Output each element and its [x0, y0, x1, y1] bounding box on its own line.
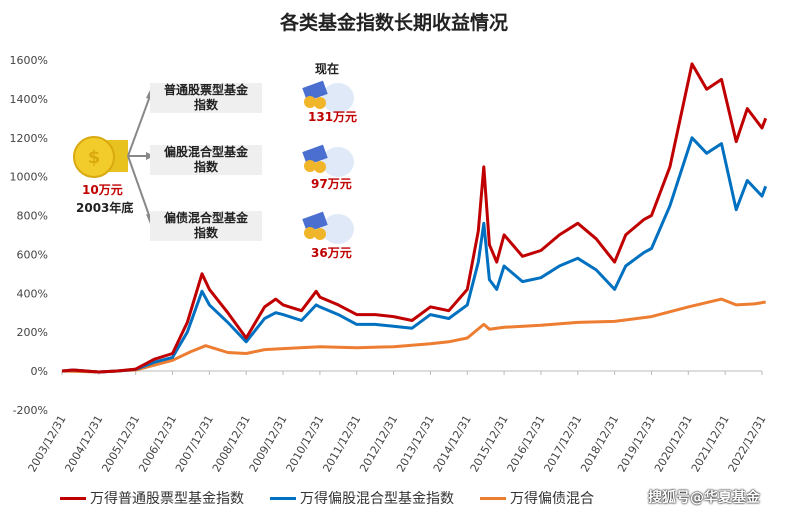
amount-bond-hybrid: 36万元	[311, 246, 352, 260]
y-tick-label: 200%	[17, 326, 48, 339]
coin-stack-icon: $	[73, 136, 128, 178]
start-date: 2003年底	[76, 201, 134, 215]
amount-stock: 131万元	[308, 110, 358, 124]
y-tick-label: 600%	[17, 248, 48, 261]
y-tick-label: 0%	[31, 365, 48, 378]
branch-arrows	[127, 95, 151, 219]
svg-text:$: $	[88, 147, 101, 168]
amount-equity-hybrid: 97万元	[311, 177, 352, 191]
y-tick-label: 1600%	[10, 54, 48, 67]
y-tick-label: 1200%	[10, 132, 48, 145]
branch-label-stock: 普通股票型基金 指数	[150, 83, 262, 113]
legend-item: 万得偏股混合型基金指数	[270, 488, 454, 508]
series-line	[61, 62, 768, 374]
y-tick-label: 1000%	[10, 171, 48, 184]
legend-item: 万得偏债混合	[480, 488, 594, 508]
y-tick-label: 1400%	[10, 93, 48, 106]
money-bag-icons	[302, 80, 354, 244]
now-label: 现在	[315, 62, 340, 76]
series-line	[61, 297, 766, 374]
y-tick-label: -200%	[13, 404, 48, 417]
y-tick-label: 800%	[17, 210, 48, 223]
legend-item: 万得普通股票型基金指数	[60, 488, 244, 508]
series-line	[61, 136, 768, 374]
branch-label-bond-hybrid: 偏债混合型基金 指数	[150, 211, 262, 241]
start-amount: 10万元	[82, 183, 123, 197]
y-tick-label: 400%	[17, 287, 48, 300]
chart-title: 各类基金指数长期收益情况	[279, 12, 508, 34]
branch-label-equity-hybrid: 偏股混合型基金 指数	[150, 145, 262, 175]
legend: 万得普通股票型基金指数 万得偏股混合型基金指数 万得偏债混合	[60, 488, 594, 508]
watermark: 搜狐号@华夏基金	[648, 490, 760, 506]
